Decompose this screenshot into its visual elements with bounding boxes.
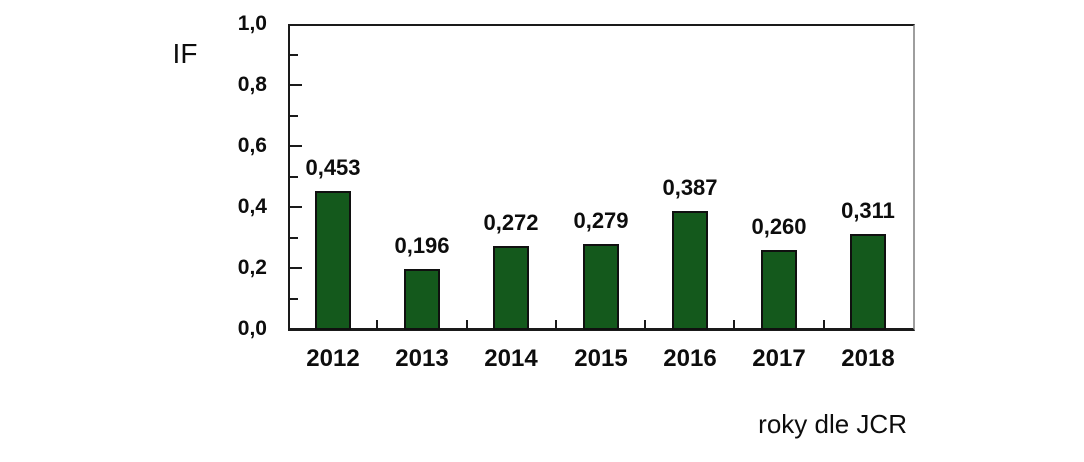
y-axis-major-tick	[290, 206, 302, 208]
y-axis-minor-tick	[290, 53, 298, 56]
x-axis-tick	[733, 320, 736, 328]
bar-value-label: 0,453	[305, 155, 361, 180]
x-axis-tick	[376, 320, 379, 328]
y-axis-major-tick	[290, 84, 302, 86]
y-axis-minor-tick	[290, 114, 298, 117]
x-axis-tick	[554, 320, 557, 328]
bar-2016	[672, 211, 708, 330]
x-tick-label: 2014	[484, 345, 538, 372]
x-tick-label: 2015	[574, 345, 628, 372]
bar-2018	[850, 234, 886, 330]
y-tick-label: 0,2	[237, 256, 267, 279]
y-tick-label: 0,8	[237, 73, 267, 96]
bar-value-label: 0,311	[841, 198, 895, 223]
x-axis-tick	[822, 320, 825, 328]
bar-value-label: 0,272	[483, 210, 539, 235]
bar-value-label: 0,196	[394, 233, 450, 258]
y-axis-minor-tick	[290, 297, 298, 300]
bar-2017	[761, 250, 797, 330]
x-tick-label: 2012	[306, 345, 360, 372]
y-tick-label: 0,0	[237, 317, 267, 340]
y-axis-major-tick	[290, 267, 302, 269]
x-tick-label: 2018	[841, 345, 895, 372]
bar-2014	[493, 246, 529, 330]
bar-2013	[404, 269, 440, 330]
bar-value-label: 0,279	[573, 208, 629, 233]
y-tick-label: 0,4	[237, 195, 267, 218]
bar-2015	[583, 244, 619, 330]
y-axis-minor-tick	[290, 175, 298, 178]
bar-2012	[315, 191, 351, 330]
bar-value-label: 0,387	[662, 175, 718, 200]
x-tick-label: 2017	[752, 345, 806, 372]
y-axis-title: IF	[172, 38, 198, 69]
y-tick-label: 1,0	[237, 12, 267, 35]
y-tick-label: 0,6	[237, 134, 267, 157]
x-tick-label: 2016	[663, 345, 717, 372]
x-axis-tick	[465, 320, 468, 328]
x-axis-tick	[644, 320, 647, 328]
y-axis-major-tick	[290, 145, 302, 147]
x-tick-label: 2013	[395, 345, 449, 372]
x-axis-title: roky dle JCR	[758, 409, 907, 439]
bar-value-label: 0,260	[751, 214, 807, 239]
y-axis-minor-tick	[290, 236, 298, 239]
